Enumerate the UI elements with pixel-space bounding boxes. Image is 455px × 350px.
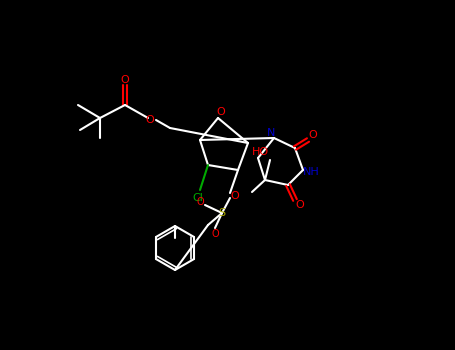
Text: NH: NH xyxy=(303,167,319,177)
Text: O: O xyxy=(196,197,204,207)
Text: O: O xyxy=(231,191,239,201)
Text: S: S xyxy=(218,208,226,218)
Text: O: O xyxy=(308,130,318,140)
Text: HO: HO xyxy=(252,147,268,157)
Text: Cl: Cl xyxy=(192,193,203,203)
Text: O: O xyxy=(121,75,129,85)
Text: O: O xyxy=(296,200,304,210)
Text: O: O xyxy=(217,107,225,117)
Text: O: O xyxy=(211,229,219,239)
Text: O: O xyxy=(146,115,154,125)
Text: N: N xyxy=(267,128,275,138)
